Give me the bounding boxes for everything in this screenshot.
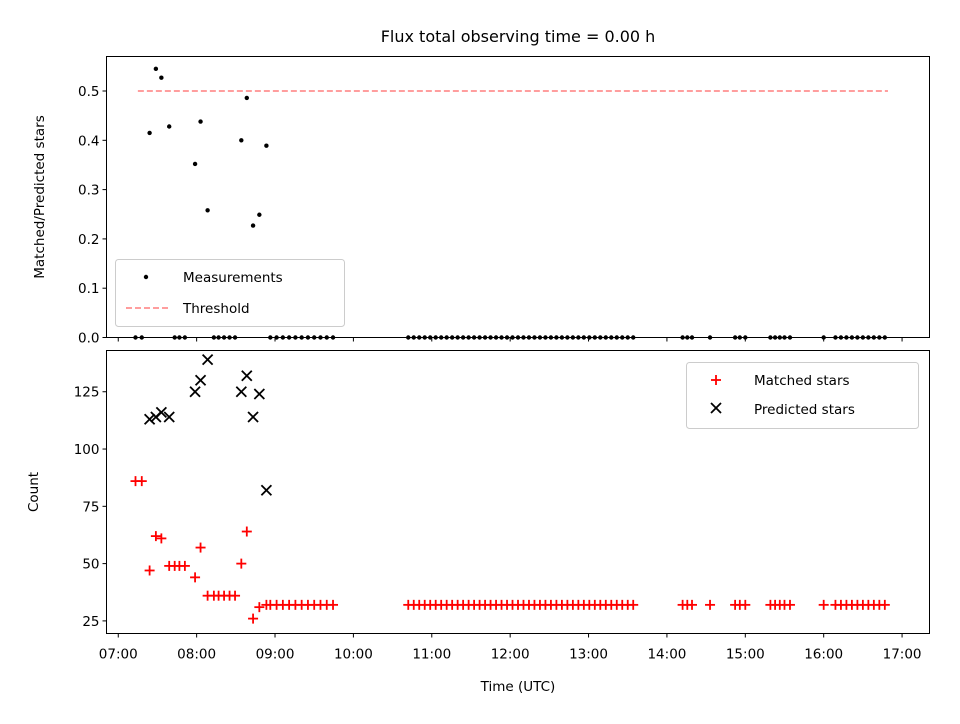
measurement-point — [198, 119, 203, 124]
y-tick-label: 0.3 — [78, 183, 99, 199]
bottom-y-ticks: 25 50 75 100 125 — [74, 385, 107, 630]
measurement-point — [147, 130, 152, 136]
y-tick-label: 0.5 — [78, 84, 99, 100]
measurement-point — [250, 223, 256, 228]
x-tick-label: 14:00 — [647, 647, 686, 663]
x-tick-label: 10:00 — [334, 647, 373, 663]
matched-star-point — [236, 558, 247, 569]
matched-star-point — [784, 599, 795, 610]
bottom-panel: 25 50 75 100 125 07:00 08:00 09:00 10:00 11:00 12… — [26, 350, 930, 695]
x-axis-label: Time (UTC) — [480, 679, 556, 695]
matched-stars-points — [130, 476, 890, 624]
predicted-star-point — [253, 388, 265, 400]
y-tick-label: 100 — [74, 442, 100, 458]
y-tick-label: 75 — [82, 499, 99, 515]
measurement-point — [159, 75, 164, 80]
predicted-star-point — [189, 386, 201, 398]
legend-matched-marker — [711, 375, 721, 385]
matched-star-point — [879, 599, 890, 610]
predicted-star-point — [247, 411, 259, 423]
predicted-star-point — [143, 413, 156, 425]
x-tick-label: 12:00 — [491, 647, 530, 663]
matched-star-point — [628, 599, 639, 610]
top-panel: 0.0 0.1 0.2 0.3 0.4 0.5 Matched/Predicted sta… — [32, 56, 930, 347]
y-tick-label: 0.2 — [78, 232, 99, 248]
y-tick-label: 0.4 — [78, 133, 99, 149]
matched-star-point — [687, 599, 698, 610]
bottom-legend: Matched stars Predicted stars — [686, 362, 919, 429]
y-tick-label: 50 — [82, 557, 99, 573]
top-axes-frame — [106, 56, 930, 338]
measurement-point — [257, 212, 262, 217]
measurement-point — [192, 161, 198, 167]
x-tick-label: 08:00 — [177, 647, 216, 663]
bottom-legend-box — [686, 362, 919, 429]
x-tick-label: 09:00 — [256, 647, 295, 663]
predicted-star-point — [155, 406, 168, 419]
matched-star-point — [144, 565, 155, 576]
top-y-label: Matched/Predicted stars — [32, 115, 48, 278]
legend-measurements-label: Measurements — [183, 270, 283, 286]
predicted-star-point — [260, 484, 273, 496]
y-tick-label: 125 — [74, 385, 100, 401]
bottom-y-label: Count — [26, 472, 42, 512]
x-tick-label: 11:00 — [412, 647, 451, 663]
matched-star-point — [248, 613, 259, 624]
legend-matched-label: Matched stars — [754, 373, 850, 389]
matched-star-point — [818, 599, 829, 610]
matched-star-point — [740, 599, 751, 610]
x-tick-label: 13:00 — [569, 647, 608, 663]
x-tick-label: 07:00 — [99, 647, 138, 663]
predicted-star-point — [241, 370, 253, 382]
x-tick-label: 16:00 — [804, 647, 843, 663]
bottom-axes-frame — [106, 350, 930, 634]
x-tick-label: 17:00 — [883, 647, 922, 663]
legend-threshold-label: Threshold — [182, 301, 250, 317]
legend-measurements-marker — [143, 274, 149, 280]
top-y-ticks: 0.0 0.1 0.2 0.3 0.4 0.5 — [78, 84, 107, 347]
matched-star-point — [195, 542, 206, 553]
top-x-ticks — [117, 337, 903, 342]
matched-star-point — [230, 590, 241, 601]
predicted-stars-points — [143, 354, 273, 496]
matched-star-point — [328, 599, 339, 610]
legend-predicted-marker — [710, 402, 722, 414]
measurement-points — [133, 66, 888, 340]
matched-star-point — [179, 560, 190, 571]
predicted-star-point — [163, 411, 175, 423]
y-tick-label: 0.1 — [78, 281, 99, 297]
matched-star-point — [150, 531, 161, 542]
predicted-star-point — [235, 386, 247, 398]
y-tick-label: 25 — [82, 614, 99, 630]
predicted-star-point — [201, 354, 214, 366]
measurement-point — [239, 138, 244, 143]
matched-star-point — [241, 526, 252, 537]
matched-star-point — [705, 599, 716, 610]
legend-predicted-label: Predicted stars — [754, 402, 855, 418]
measurement-point — [244, 95, 250, 101]
matched-star-point — [190, 572, 201, 583]
top-legend-box — [115, 259, 345, 327]
chart-title: Flux total observing time = 0.00 h — [381, 27, 656, 46]
measurement-point — [264, 143, 269, 148]
predicted-star-point — [194, 374, 207, 386]
top-legend: Measurements Threshold — [115, 259, 345, 327]
matched-star-point — [254, 602, 265, 613]
matched-star-point — [136, 476, 147, 487]
measurement-point — [205, 208, 210, 213]
measurement-point — [153, 66, 159, 72]
measurement-point — [167, 124, 172, 129]
x-tick-label: 15:00 — [726, 647, 765, 663]
y-tick-label: 0.0 — [78, 331, 99, 347]
matched-star-point — [156, 533, 167, 544]
bottom-x-ticks: 07:00 08:00 09:00 10:00 11:00 12:00 13:00 14:00… — [99, 633, 922, 663]
